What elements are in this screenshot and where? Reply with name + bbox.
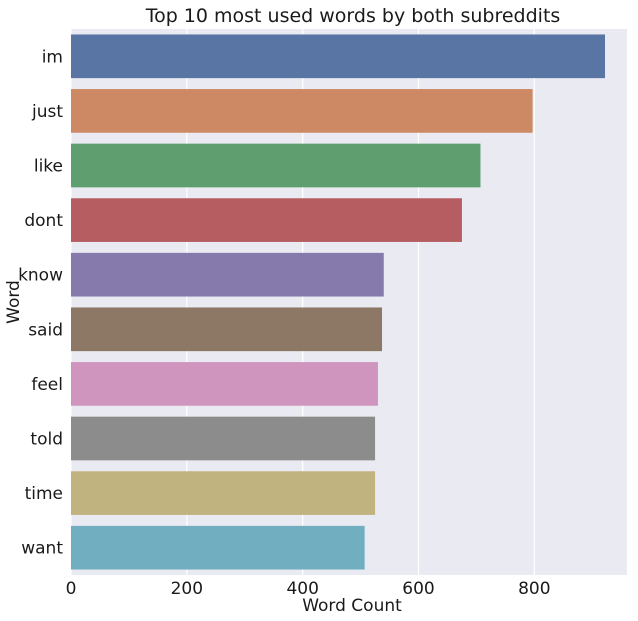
y-tick-label-dont: dont xyxy=(24,211,63,231)
bar-just xyxy=(71,89,533,133)
y-tick-labels: im just like dont know said feel told time want xyxy=(18,47,63,558)
y-tick-label-just: just xyxy=(31,102,63,122)
y-tick-label-know: know xyxy=(18,266,63,286)
bar-know xyxy=(71,252,384,297)
x-tick-label: 400 xyxy=(286,579,318,599)
x-tick-label: 800 xyxy=(518,579,550,599)
bar-like xyxy=(71,143,481,188)
bar-im xyxy=(71,34,605,79)
bars xyxy=(71,34,605,570)
bar-want xyxy=(71,525,365,570)
bar-time xyxy=(71,471,376,515)
y-tick-label-said: said xyxy=(28,320,63,340)
x-axis-label: Word Count xyxy=(302,596,402,616)
y-tick-label-time: time xyxy=(25,484,63,504)
bar-said xyxy=(71,307,383,352)
chart-title: Top 10 most used words by both subreddit… xyxy=(145,5,561,27)
bar-feel xyxy=(71,362,378,406)
y-tick-label-im: im xyxy=(42,47,63,67)
x-tick-label: 600 xyxy=(402,579,434,599)
bar-dont xyxy=(71,198,462,242)
y-tick-label-want: want xyxy=(21,539,63,559)
y-axis-label: Word xyxy=(4,280,24,324)
y-tick-label-like: like xyxy=(34,157,63,177)
x-tick-label: 200 xyxy=(171,579,203,599)
y-tick-label-told: told xyxy=(30,430,63,450)
y-tick-label-feel: feel xyxy=(31,375,63,395)
bar-told xyxy=(71,416,376,461)
x-tick-labels: 0 200 400 600 800 xyxy=(66,579,551,599)
x-tick-label: 0 xyxy=(66,579,77,599)
